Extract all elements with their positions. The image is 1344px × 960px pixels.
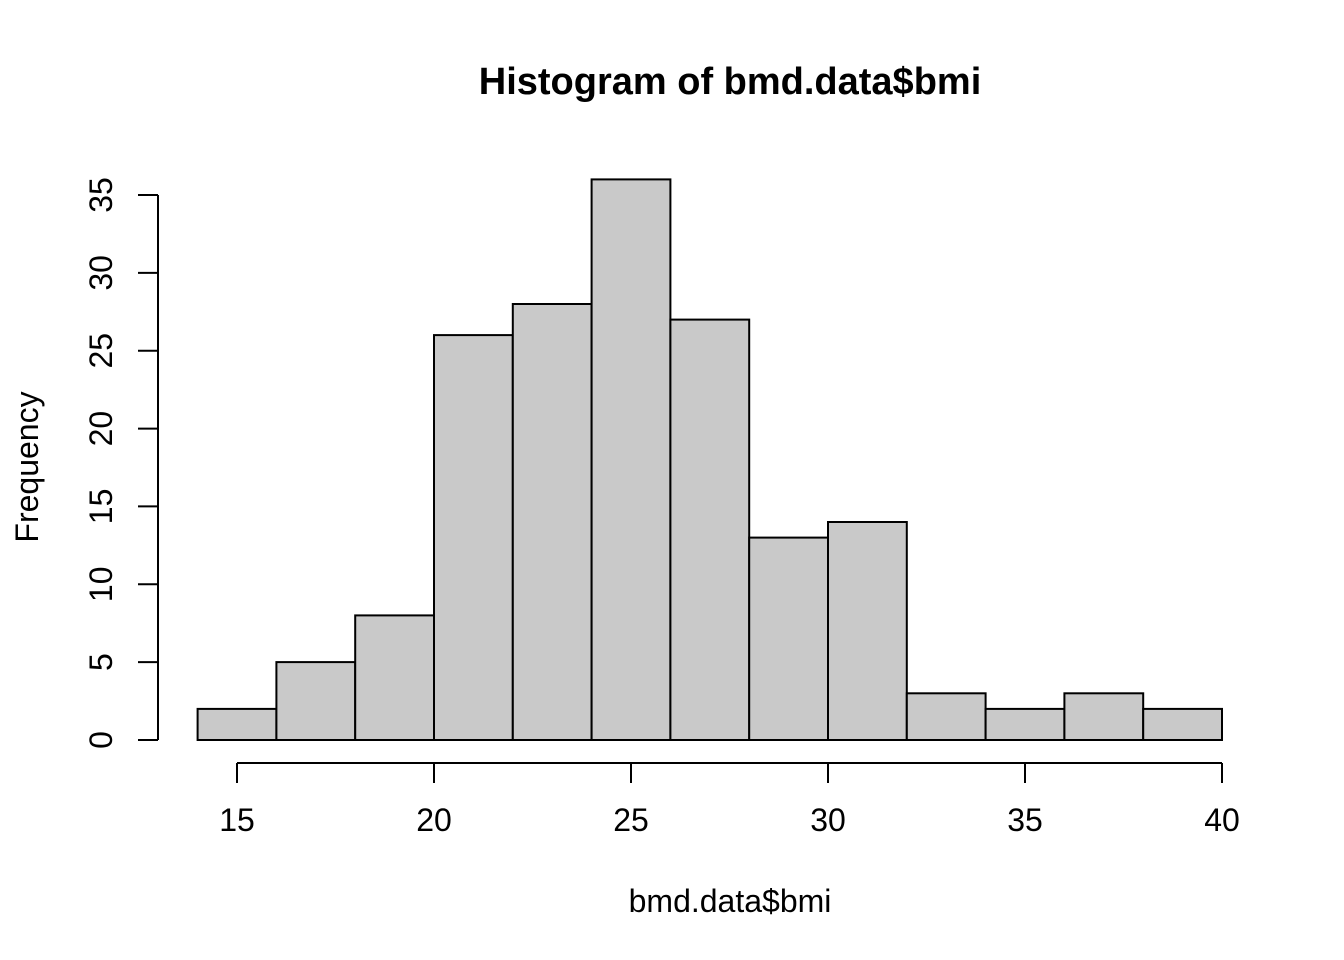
axes-group: 15 20 25 30 35 40 0 5 10 15 20 25 30 35 [83,177,1240,838]
x-tick-label: 40 [1204,802,1240,838]
histogram-bar [669,318,751,741]
y-tick-label: 20 [83,411,119,447]
y-tick-label: 25 [83,333,119,369]
histogram-bar [905,692,987,741]
x-tick-label: 20 [416,802,452,838]
x-tick-label: 15 [219,802,255,838]
histogram-bar [1063,692,1145,741]
histogram-bar [1142,707,1223,742]
histogram-bar [275,661,357,741]
histogram-bar [984,707,1066,742]
y-tick-label: 10 [83,566,119,602]
histogram-bar [827,521,908,741]
histogram-bar [433,334,514,741]
x-axis-label: bmd.data$bmi [629,883,832,919]
y-tick-label: 0 [83,731,119,749]
histogram-bar [748,536,830,741]
y-axis-label: Frequency [9,391,45,542]
histogram-bar [511,303,593,741]
y-tick-label: 5 [83,653,119,671]
x-tick-label: 35 [1007,802,1043,838]
bars-group [196,178,1223,742]
y-tick-label: 15 [83,489,119,525]
x-tick-label: 25 [613,802,649,838]
chart-title: Histogram of bmd.data$bmi [479,61,982,103]
y-tick-label: 30 [83,255,119,291]
y-tick-label: 35 [83,177,119,213]
histogram-bar [590,178,672,741]
histogram-bar [196,707,278,742]
x-tick-label: 30 [810,802,846,838]
histogram-bar [354,614,436,742]
